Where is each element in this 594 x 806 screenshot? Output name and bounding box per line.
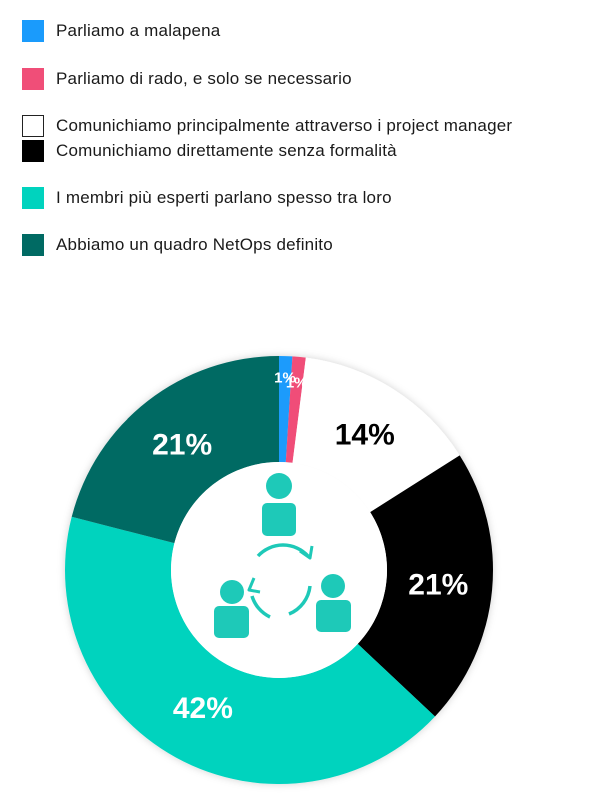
legend-item-project-manager: Comunichiamo principalmente attraverso i… (22, 115, 556, 137)
donut-slice-0 (279, 356, 293, 463)
slice-labels: 1%1% 14% 21% 42% 21% (152, 370, 468, 725)
legend-label: Parliamo di rado, e solo se necessario (56, 69, 352, 88)
legend-swatch (22, 187, 44, 209)
slice-label-2: 14% (335, 418, 395, 451)
slice-label-3: 21% (408, 569, 468, 602)
legend-item-parliamo-a-malapena: Parliamo a malapena (22, 20, 582, 42)
legend-label: Parliamo a malapena (56, 21, 221, 40)
donut-slice-1 (285, 356, 306, 463)
slice-label-1: 1% (286, 374, 308, 391)
legend-item-membri-esperti: I membri più esperti parlano spesso tra … (22, 187, 582, 209)
slice-label-5: 21% (152, 429, 212, 462)
legend-label: Abbiamo un quadro NetOps definito (56, 235, 333, 254)
donut-slices (64, 356, 494, 784)
legend-item-quadro-netops: Abbiamo un quadro NetOps definito (22, 234, 582, 256)
donut-slice-5 (71, 356, 279, 544)
donut-slice-3 (357, 455, 494, 717)
legend-label: Comunichiamo direttamente senza formalit… (56, 141, 397, 160)
legend-label: I membri più esperti parlano spesso tra … (56, 188, 392, 207)
legend-item-parliamo-di-rado: Parliamo di rado, e solo se necessario (22, 68, 582, 90)
legend-item-senza-formalita: Comunichiamo direttamente senza formalit… (22, 140, 582, 162)
slice-label-4: 42% (173, 692, 233, 725)
legend-swatch (22, 234, 44, 256)
slice-label-0: 1% (274, 370, 296, 387)
legend-swatch (22, 115, 44, 137)
legend-swatch (22, 140, 44, 162)
chart-legend: Parliamo a malapena Parliamo di rado, e … (22, 20, 582, 256)
donut-chart: 1%1% 14% 21% 42% 21% (64, 356, 494, 784)
team-communication-icon (214, 473, 351, 638)
donut-slice-2 (292, 357, 460, 513)
legend-label: Comunichiamo principalmente attraverso i… (56, 116, 513, 135)
donut-slice-4 (64, 516, 435, 784)
legend-swatch (22, 68, 44, 90)
legend-swatch (22, 20, 44, 42)
